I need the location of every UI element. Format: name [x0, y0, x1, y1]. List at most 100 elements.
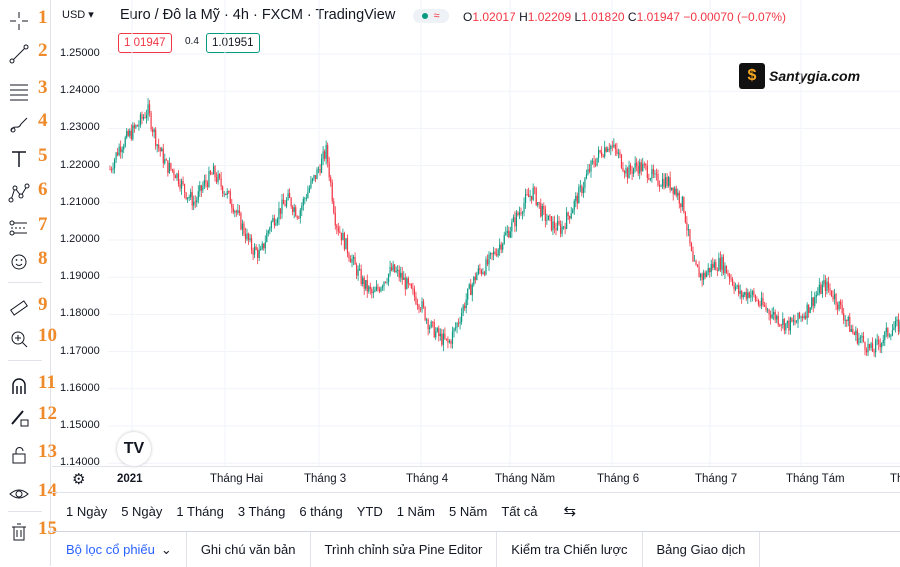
candle-body [637, 165, 639, 174]
range-button[interactable]: 1 Tháng [176, 503, 224, 519]
candle-body [429, 327, 431, 330]
candle-body [333, 201, 335, 213]
toolbar-divider [8, 511, 42, 512]
currency-selector[interactable]: USD ▾ [62, 8, 94, 21]
candle-body [499, 244, 501, 250]
toolbar-divider [8, 360, 42, 361]
candle-body [357, 269, 359, 276]
zoom-tool[interactable]: 10 [6, 325, 57, 353]
candle-body [654, 173, 656, 175]
candle-body [486, 259, 489, 265]
range-button[interactable]: Tất cả [501, 503, 538, 519]
candle-body [865, 349, 868, 353]
candle-body [836, 304, 839, 310]
candle-body [479, 268, 481, 271]
panel-tab[interactable]: Trình chỉnh sửa Pine Editor [311, 532, 498, 567]
ohlc-c-label: C [627, 10, 637, 24]
text-tool[interactable]: 5 [6, 145, 48, 173]
candle-body [690, 243, 693, 252]
range-button[interactable]: 5 Ngày [121, 503, 163, 519]
candle-body [196, 199, 198, 203]
candle-body [266, 233, 268, 243]
candle-body [850, 329, 852, 332]
candle-body [783, 318, 785, 331]
candle-body [648, 177, 650, 180]
ruler-tool[interactable]: 9 [6, 294, 48, 322]
time-tick: Tháng 6 [597, 473, 640, 485]
market-status[interactable]: ≈ [413, 9, 449, 23]
candle-body [830, 290, 833, 297]
candle-body [377, 286, 379, 290]
pattern-tool[interactable]: 6 [6, 179, 48, 207]
goto-date-icon[interactable]: ⇆ [563, 503, 577, 520]
trash-tool[interactable]: 15 [6, 518, 57, 546]
candle-body [381, 286, 384, 288]
candle-body [832, 296, 834, 300]
candle-body [629, 165, 632, 171]
range-selector: 1 Ngày 5 Ngày 1 Tháng 3 Tháng 6 tháng YTD 1 Nă… [52, 492, 900, 529]
magnet-tool[interactable]: 11 [6, 372, 56, 400]
candle-body [406, 278, 408, 290]
candle-body [380, 287, 382, 292]
candle-body [591, 160, 594, 162]
unlock-tool[interactable]: 13 [6, 441, 57, 469]
candle-body [150, 113, 152, 130]
candle-body [664, 177, 667, 188]
panel-tab[interactable]: Kiểm tra Chiến lược [497, 532, 643, 567]
ohlc-l-label: L [574, 10, 582, 24]
emoji-tool[interactable]: 8 [6, 248, 48, 276]
range-button[interactable]: 1 Năm [396, 503, 436, 519]
candle-body [766, 309, 769, 311]
drawing-toolbar: 1 2 3 4 5 6 7 8 9 10 11 12 [0, 0, 57, 566]
candle-body [753, 291, 755, 296]
lock-drawing-tool[interactable]: 12 [6, 403, 57, 431]
crosshair-tool[interactable]: 1 [6, 7, 48, 35]
trend-line-tool[interactable]: 2 [6, 40, 48, 68]
symbol-title: Euro / Đô la Mỹ · 4h · FXCM · TradingVie… [120, 7, 396, 23]
price-chart[interactable] [0, 0, 900, 466]
panel-tab-label: Trình chỉnh sửa Pine Editor [324, 542, 483, 557]
candle-body [521, 212, 524, 214]
range-button[interactable]: 3 Tháng [237, 503, 286, 519]
fib-tool[interactable]: 3 [6, 77, 48, 105]
candle-body [696, 264, 699, 268]
candle-body [362, 277, 364, 284]
candle-body [421, 301, 423, 310]
candle-body [390, 267, 393, 271]
santygia-text: Santygia.com [769, 68, 861, 84]
range-button[interactable]: 6 tháng [299, 503, 343, 519]
sell-price-button[interactable]: 1.01947 [118, 33, 172, 53]
candle-body [211, 173, 213, 175]
candle-body [282, 199, 285, 205]
candle-body [394, 264, 396, 272]
candle-body [130, 130, 132, 140]
ohlc-h-label: H [519, 10, 528, 24]
range-button[interactable]: 5 Năm [449, 503, 488, 519]
candle-body [354, 257, 356, 265]
range-button[interactable]: YTD [356, 503, 383, 519]
candle-body [559, 224, 562, 234]
candle-body [471, 284, 473, 296]
candle-body [786, 320, 788, 324]
candle-body [218, 174, 221, 178]
panel-tab[interactable]: Ghi chú văn bản [187, 532, 311, 567]
candle-body [261, 243, 263, 249]
candle-body [237, 210, 239, 213]
forecast-tool[interactable]: 7 [6, 214, 48, 242]
candle-body [444, 333, 446, 339]
candle-body [228, 191, 230, 193]
candle-body [534, 187, 536, 189]
tradingview-logo[interactable]: TV [117, 432, 151, 466]
candle-body [473, 276, 475, 285]
candle-body [238, 210, 240, 214]
candle-body [779, 324, 781, 326]
panel-tab[interactable]: Bộ lọc cổ phiếu ⌄ [52, 532, 187, 567]
candle-body [459, 321, 461, 324]
brush-tool[interactable]: 4 [6, 110, 48, 138]
hide-tool[interactable]: 14 [6, 480, 57, 508]
range-button[interactable]: 1 Ngày [66, 503, 108, 519]
buy-price-button[interactable]: 1.01951 [206, 33, 260, 53]
panel-tab[interactable]: Bảng Giao dịch [643, 532, 761, 567]
gear-icon[interactable]: ⚙ [72, 471, 86, 488]
candle-body [617, 152, 620, 154]
